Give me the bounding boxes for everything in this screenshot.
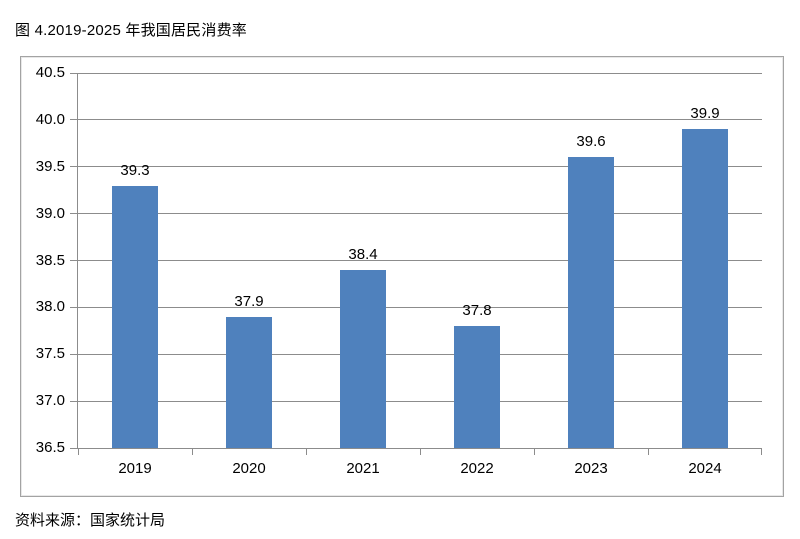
y-axis-label: 40.0 — [35, 110, 65, 128]
x-axis-label: 2019 — [118, 460, 152, 477]
y-axis-tick — [70, 72, 78, 74]
bar-value-label: 38.4 — [348, 245, 378, 263]
y-axis-label: 38.0 — [35, 298, 65, 316]
x-axis-label: 2022 — [460, 460, 494, 477]
bar-value-label: 37.9 — [234, 292, 264, 310]
bar — [682, 129, 728, 448]
x-axis-tick — [648, 448, 649, 455]
y-axis-label: 38.5 — [35, 251, 65, 269]
gridline — [78, 119, 762, 121]
gridline — [78, 353, 762, 355]
plot-area: 40.5 40.0 39.5 39.0 38.5 38.0 37.5 37.0 36.5 39.3… — [36, 64, 762, 477]
y-axis-label: 37.0 — [35, 392, 65, 410]
gridline — [78, 166, 762, 168]
source-note: 资料来源：国家统计局 — [15, 512, 166, 529]
gridline — [78, 72, 762, 74]
y-axis-label: 39.5 — [35, 157, 65, 175]
y-axis-tick — [70, 447, 78, 449]
x-axis-label: 2021 — [346, 460, 380, 477]
y-axis-label: 40.5 — [35, 64, 65, 81]
bar-value-label: 39.6 — [576, 133, 606, 151]
bar — [454, 326, 500, 448]
gridline — [78, 213, 762, 215]
y-axis-tick — [70, 400, 78, 402]
x-axis-tick — [192, 448, 193, 455]
y-axis-tick — [70, 260, 78, 261]
bar-value-label: 37.8 — [462, 302, 492, 320]
x-axis-tick — [420, 448, 421, 455]
gridline — [78, 260, 762, 261]
y-axis-label: 36.5 — [35, 439, 65, 456]
y-axis-tick — [70, 119, 78, 121]
x-axis-tick — [78, 448, 79, 455]
y-axis-label: 37.5 — [35, 345, 65, 363]
bar-value-label: 39.3 — [120, 161, 150, 179]
bar — [568, 157, 614, 448]
chart-frame: 40.5 40.0 39.5 39.0 38.5 38.0 37.5 37.0 36.5 39.3… — [20, 56, 784, 497]
x-axis-label: 2020 — [232, 460, 266, 477]
x-axis-tick — [534, 448, 535, 455]
x-axis-label: 2023 — [574, 460, 608, 477]
y-axis-tick — [70, 213, 78, 215]
y-axis-tick — [70, 353, 78, 355]
x-axis-label: 2024 — [688, 460, 722, 477]
x-axis-tick — [306, 448, 307, 455]
bar-value-label: 39.9 — [690, 105, 720, 123]
y-axis-tick — [70, 306, 78, 308]
y-axis-line — [77, 73, 78, 448]
x-axis-tick — [761, 448, 762, 455]
gridline — [78, 306, 762, 308]
bar — [112, 185, 158, 448]
y-axis-label: 39.0 — [35, 204, 65, 222]
bar — [340, 269, 386, 448]
chart-title: 图 4.2019-2025 年我国居民消费率 — [15, 22, 247, 39]
y-axis-tick — [70, 166, 78, 168]
gridline — [78, 400, 762, 402]
bar — [226, 316, 272, 448]
